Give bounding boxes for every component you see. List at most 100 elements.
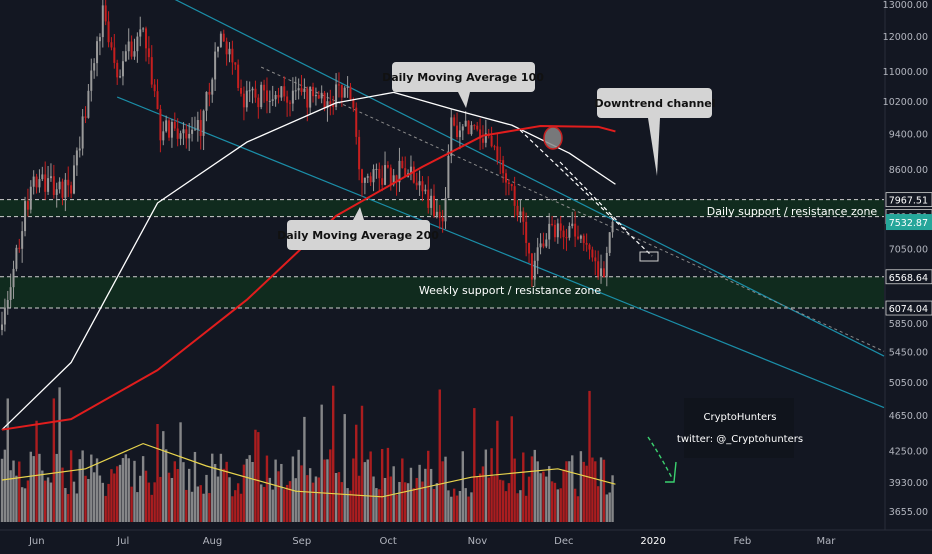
candle-body [574,223,577,237]
candle-body [205,91,208,111]
volume-bar [231,496,234,522]
volume-bar [26,480,30,522]
candle-body [196,120,199,130]
volume-bar [124,454,128,522]
volume-bar [389,476,392,522]
watermark-line1: CryptoHunters [704,412,777,423]
candle-body [433,195,435,216]
volume-bar [378,489,381,522]
candle-body [271,99,274,101]
candle-body [104,5,107,22]
volume-bar [349,490,352,522]
volume-bar [38,453,41,522]
callout-ma100-label: Daily Moving Average 100 [382,71,544,84]
candle-body [58,181,61,190]
price-tick-labels: 13000.00 12000.00 11000.00 10200.00 9400.00 8… [883,0,928,518]
candle-body [499,160,502,162]
volume-bar [455,495,459,522]
candle-body [323,92,326,109]
volume-bar [303,416,306,522]
candle-body [156,91,159,110]
candle-body [274,94,277,100]
volume-bar [588,390,591,522]
volume-bar [421,481,424,522]
price-tick-label: 4650.00 [889,411,928,422]
candle-body [484,133,487,143]
candle-body [424,189,427,192]
time-tick-label: Oct [380,536,397,547]
volume-bar [332,385,335,522]
time-tick-label: Aug [203,536,223,547]
volume-bar [248,455,251,522]
candle-body [38,179,41,188]
volume-bar [29,451,32,522]
level-label-box [885,269,932,285]
volume-bar [418,464,421,522]
candle-body [559,223,562,231]
volume-bar [458,490,462,522]
candle-body [577,236,579,239]
candle-body [476,125,479,130]
volume-bar [493,476,496,522]
volume-bar [277,471,280,522]
volume-bar [602,459,606,522]
callout-channel[interactable]: Downtrend channel [594,88,716,176]
volume-bar [188,468,191,522]
candle-body [231,48,234,63]
watermark-box [684,398,794,458]
candle-body [133,51,136,57]
candle-body [242,93,245,108]
volume-bar [297,449,300,522]
candle-body [335,84,338,108]
volume-bar [409,467,413,522]
candle-body [427,189,430,208]
candle-body [326,101,329,109]
candle-body [565,237,568,239]
candle-body [588,244,591,250]
candle-body [401,160,404,169]
ma-line-200 [1,124,616,431]
candle-body [139,29,142,37]
volume-bar [6,398,9,522]
volume-bar [611,475,614,522]
candle-body [358,136,361,170]
volume-bar [141,456,145,522]
candle-body [142,28,145,30]
candle-body [398,160,401,183]
callout-ma200[interactable]: Daily Moving Average 200 [277,207,439,250]
volume-bar [329,449,332,522]
candle-body [47,178,50,192]
volume-bar [343,414,346,522]
time-tick-labels[interactable]: Jun Jul Aug Sep Oct Nov Dec 2020 Feb Mar [28,536,836,547]
volume-bar [107,483,110,522]
volume-bar [605,494,608,522]
candle-body [121,61,124,77]
volume-bar [582,461,585,522]
candle-body [84,116,87,118]
callout-ma100[interactable]: Daily Moving Average 100 [382,62,544,108]
price-tick-label: 7050.00 [889,245,928,256]
candle-body [530,253,533,280]
candle-body [217,46,219,52]
candle-body [127,41,130,52]
candle-body [159,109,162,141]
candle-body [461,126,464,131]
volume-bar [487,477,490,522]
candle-body [349,86,352,100]
volume-bar [591,457,594,522]
callout-ma200-box [287,220,430,250]
volume-bar [568,461,571,522]
current-price-label: 7532.87 [889,218,928,229]
price-tick-label: 10200.00 [883,97,928,108]
volume-bar [202,493,205,522]
volume-bar [213,463,217,522]
zone-0 [0,199,884,217]
candle-body [542,243,545,247]
candle-body [496,146,499,161]
volume-bar [337,472,341,522]
volume-bar [346,488,349,522]
volume-bar [190,491,194,522]
candle-body [193,129,196,131]
